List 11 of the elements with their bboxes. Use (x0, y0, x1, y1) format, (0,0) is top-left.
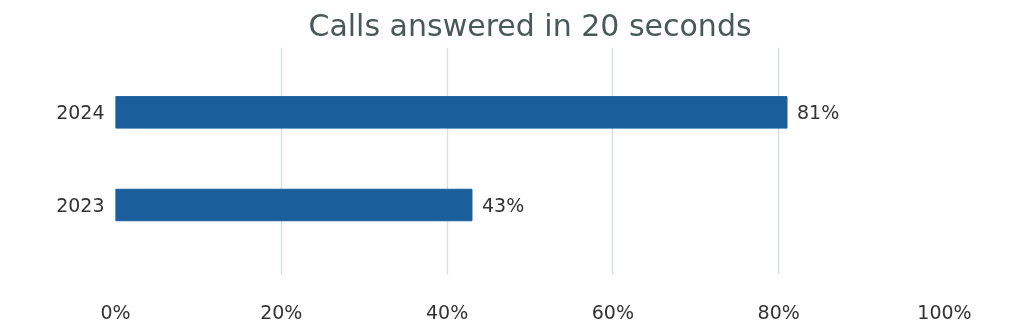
data-label: 43% (481, 194, 525, 217)
chart-title: Calls answered in 20 seconds (308, 7, 752, 43)
x-tick-label: 100% (917, 300, 972, 323)
x-tick-label: 0% (100, 300, 131, 323)
x-tick-label: 60% (591, 300, 635, 323)
x-tick-label: 40% (425, 300, 469, 323)
y-tick-label: 2023 (56, 194, 105, 217)
y-tick-label: 2024 (56, 101, 105, 124)
x-tick-label: 80% (757, 300, 800, 323)
data-label: 81% (796, 101, 840, 124)
x-tick-label: 20% (260, 300, 303, 323)
